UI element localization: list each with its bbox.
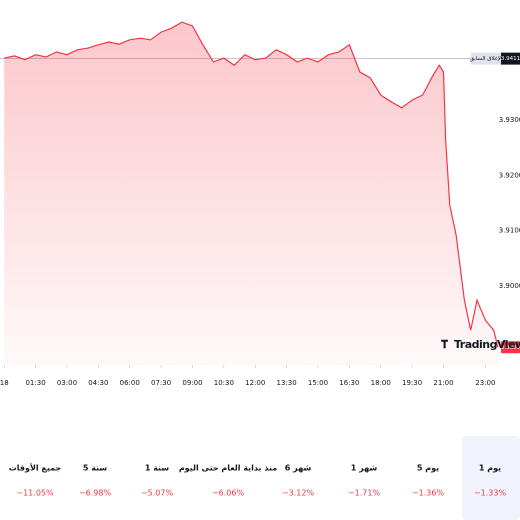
x-tick-label: 12:00 <box>245 379 265 387</box>
y-tick-label: 3.9200 <box>499 171 520 179</box>
tab-change: −1.71% <box>348 489 381 498</box>
y-tick-label: 3.9300 <box>499 116 520 124</box>
x-tick-label: 19:30 <box>402 379 422 387</box>
tab-label: 1 شهر <box>351 464 378 473</box>
period-tab[interactable]: منذ بداية العام حتى اليوم −6.06% <box>179 464 277 498</box>
last-price-badge <box>501 341 520 354</box>
x-tick-label: 21:00 <box>433 379 453 387</box>
previous-close-value: 3.9411 <box>501 56 520 62</box>
previous-close-badge <box>471 52 501 65</box>
tab-label: 1 يوم <box>479 464 501 473</box>
period-tab[interactable]: جميع الأوقات −11.05% <box>9 463 62 498</box>
tab-change: −1.33% <box>474 489 507 498</box>
x-tick-label: 09:00 <box>182 379 202 387</box>
y-tick-label: 3.9000 <box>499 282 520 290</box>
period-tab[interactable]: 5 يوم −1.36% <box>412 464 445 498</box>
price-line <box>4 21 499 348</box>
x-tick-label: 01:30 <box>25 379 45 387</box>
x-tick-label: 10:30 <box>214 379 234 387</box>
tab-label: 6 شهر <box>285 464 312 473</box>
x-tick-label: 04:30 <box>88 379 108 387</box>
period-tab[interactable]: 5 سنة −6.98% <box>79 464 112 498</box>
tab-label: جميع الأوقات <box>9 463 62 473</box>
tab-change: −6.98% <box>79 489 112 498</box>
tab-label: 5 يوم <box>417 464 439 473</box>
x-tick-label: 18:00 <box>371 379 391 387</box>
x-tick-label: 16:30 <box>339 379 359 387</box>
selected-tab-bg <box>462 436 520 520</box>
period-tab[interactable]: 1 شهر −1.71% <box>348 464 381 498</box>
x-tick-label: 15:00 <box>308 379 328 387</box>
previous-close-value-badge <box>501 52 520 65</box>
previous-close-caption: الإغلاق السابق <box>470 56 503 62</box>
x-tick-label: 03:00 <box>57 379 77 387</box>
tab-label: 5 سنة <box>83 464 107 473</box>
y-tick-label: 3.9100 <box>499 227 520 235</box>
tab-label: منذ بداية العام حتى اليوم <box>179 464 277 473</box>
period-tab[interactable]: 1 سنة −5.07% <box>141 464 174 498</box>
area <box>4 22 498 365</box>
x-tick-label: 06:00 <box>120 379 140 387</box>
tab-change: −1.36% <box>412 489 445 498</box>
x-tick-label: 13:30 <box>277 379 297 387</box>
branding: TradingView <box>454 338 520 351</box>
tab-change: −5.07% <box>141 489 174 498</box>
period-tab[interactable]: 6 شهر −3.12% <box>282 464 315 498</box>
x-tick-label: 18 <box>0 379 9 387</box>
tab-label: 1 سنة <box>145 464 169 473</box>
branding-logo: 𝐓 <box>441 338 448 351</box>
tab-change: −11.05% <box>16 489 54 498</box>
tab-change: −3.12% <box>282 489 315 498</box>
tab-change: −6.06% <box>212 489 245 498</box>
x-tick-label: 23:00 <box>475 379 495 387</box>
period-tab[interactable]: 1 يوم −1.33% <box>474 464 507 498</box>
last-price-label: 3.8889 <box>501 345 520 351</box>
x-tick-label: 07:30 <box>151 379 171 387</box>
